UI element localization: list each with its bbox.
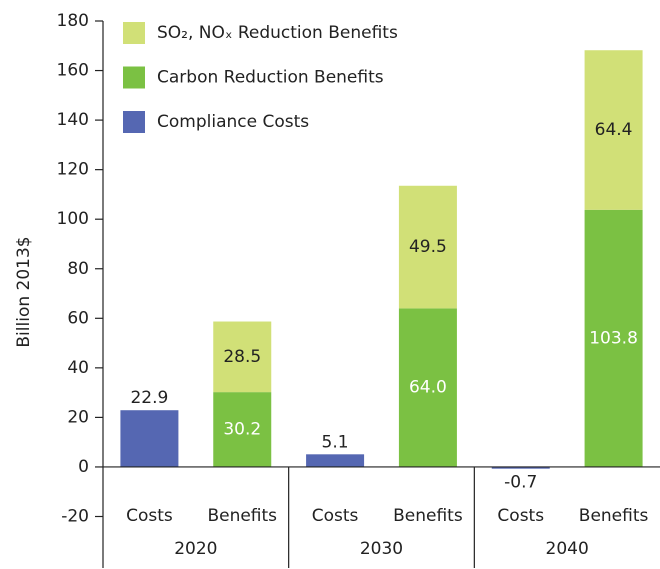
group-label: 2040 [546, 539, 589, 559]
value-label: 49.5 [409, 237, 447, 257]
x-tick-label: Benefits [579, 506, 649, 526]
group-label: 2030 [360, 539, 403, 559]
y-tick-label: 40 [67, 358, 89, 378]
legend-swatch [123, 66, 145, 89]
bar-segment [306, 454, 365, 467]
legend-label: Carbon Reduction Benefits [157, 68, 384, 88]
bar-segment [491, 466, 550, 469]
value-label: 30.2 [223, 420, 261, 440]
legend-swatch [123, 111, 145, 133]
y-tick-label: 60 [67, 308, 89, 328]
x-tick-label: Benefits [393, 506, 463, 526]
bar-segment [213, 321, 272, 393]
y-tick-label: 160 [57, 61, 89, 81]
value-label: -0.7 [504, 473, 537, 493]
value-label: 28.5 [223, 347, 261, 367]
y-tick-label: 80 [67, 259, 89, 279]
y-tick-label: 140 [57, 110, 89, 130]
group-label: 2020 [174, 539, 217, 559]
bar-segment [213, 392, 272, 467]
x-tick-label: Costs [312, 506, 359, 526]
bar-segment [120, 410, 179, 467]
y-tick-label: 120 [57, 160, 89, 180]
legend-swatch [123, 22, 145, 44]
legend-label: SO₂, NOₓ Reduction Benefits [157, 23, 398, 43]
bar-segment [584, 50, 643, 210]
value-label: 64.0 [409, 378, 447, 398]
bar-segment [584, 209, 643, 467]
legend-label: Compliance Costs [157, 112, 309, 132]
bar-segment [398, 308, 457, 467]
y-tick-label: -20 [61, 507, 89, 527]
value-label: 22.9 [130, 388, 168, 408]
y-tick-label: 100 [57, 209, 89, 229]
y-tick-label: 0 [78, 457, 89, 477]
value-label: 64.4 [595, 120, 633, 140]
bar-segment [398, 185, 457, 309]
x-tick-label: Benefits [207, 506, 277, 526]
x-tick-label: Costs [497, 506, 544, 526]
y-tick-label: 20 [67, 407, 89, 427]
y-tick-label: 180 [57, 11, 89, 31]
y-axis-title: Billion 2013$ [14, 236, 34, 347]
x-tick-label: Costs [126, 506, 173, 526]
value-label: 5.1 [322, 432, 349, 452]
value-label: 103.8 [589, 328, 638, 348]
